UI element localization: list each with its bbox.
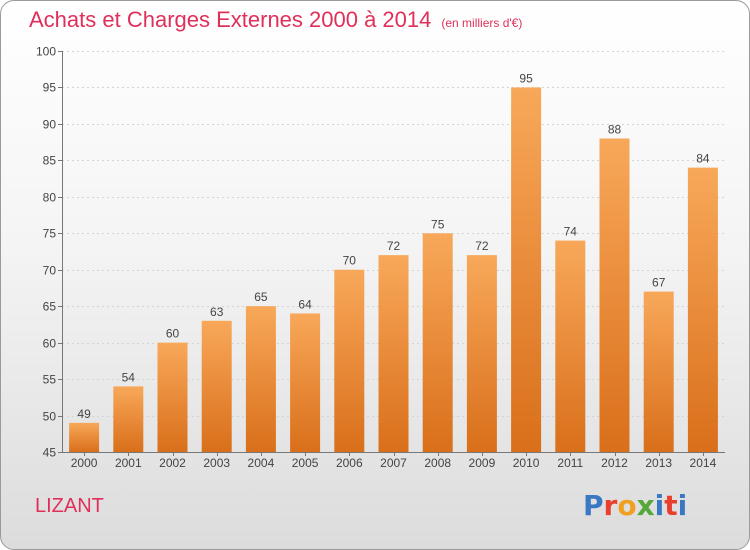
data-label: 67	[652, 276, 666, 290]
data-label: 49	[77, 407, 91, 421]
brand-letter: t	[664, 489, 678, 522]
y-tick-label: 70	[43, 264, 57, 278]
data-label: 54	[122, 370, 136, 384]
x-tick-label: 2009	[469, 456, 496, 470]
data-label: 75	[431, 217, 445, 231]
chart-title: Achats et Charges Externes 2000 à 2014 (e…	[29, 7, 522, 33]
x-tick-label: 2002	[159, 456, 186, 470]
data-label: 60	[166, 327, 180, 341]
proxiti-logo[interactable]: Proxiti	[583, 489, 687, 522]
chart-unit-label: (en milliers d'€)	[441, 16, 523, 30]
y-tick-label: 60	[43, 337, 57, 351]
x-tick-label: 2001	[115, 456, 142, 470]
x-tick-label: 2008	[424, 456, 451, 470]
x-tick-label: 2012	[601, 456, 628, 470]
y-tick-label: 75	[43, 227, 57, 241]
data-label: 84	[696, 152, 710, 166]
y-tick-label: 80	[43, 191, 57, 205]
x-tick-label: 2004	[248, 456, 275, 470]
bar	[422, 233, 453, 452]
data-label: 74	[564, 225, 578, 239]
y-tick-label: 95	[43, 81, 57, 95]
bar	[157, 342, 188, 452]
y-tick-label: 65	[43, 300, 57, 314]
y-tick-label: 45	[43, 446, 57, 460]
bar	[69, 422, 100, 452]
bar	[334, 269, 365, 452]
bar	[290, 313, 321, 452]
data-label: 95	[519, 71, 533, 85]
x-tick-labels: 2000 2001 2002 2003 2004 2005 2006 2007 2008 2009…	[71, 456, 717, 470]
data-label: 64	[298, 297, 312, 311]
bar	[687, 167, 718, 452]
x-tick-label: 2005	[292, 456, 319, 470]
bar	[555, 240, 586, 452]
x-tick-label: 2000	[71, 456, 98, 470]
data-label: 72	[475, 239, 489, 253]
x-tick-label: 2010	[513, 456, 540, 470]
y-tick-label: 50	[43, 410, 57, 424]
brand-letter: i	[677, 489, 688, 522]
brand-letter: x	[636, 489, 655, 522]
data-label: 63	[210, 305, 224, 319]
data-label: 65	[254, 290, 268, 304]
location-name: LIZANT	[35, 495, 104, 517]
y-tick-label: 90	[43, 118, 57, 132]
bar	[643, 291, 674, 452]
data-label: 72	[387, 239, 401, 253]
bar	[378, 255, 409, 452]
x-tick-label: 2006	[336, 456, 363, 470]
brand-letter: P	[583, 489, 604, 522]
y-tick-labels: 45 50 55 60 65 70 75 80 85 90 95 100	[36, 45, 56, 460]
x-tick-label: 2014	[690, 456, 717, 470]
y-tick-label: 85	[43, 154, 57, 168]
x-tick-label: 2003	[203, 456, 230, 470]
bar	[599, 138, 630, 452]
bar	[113, 386, 144, 452]
x-tick-label: 2007	[380, 456, 407, 470]
bars	[69, 87, 718, 453]
bar	[466, 255, 497, 452]
brand-letter: o	[617, 489, 637, 522]
bar	[511, 87, 542, 453]
data-label: 70	[343, 254, 357, 268]
data-label: 88	[608, 122, 622, 136]
axes	[58, 51, 725, 456]
bar	[201, 320, 232, 452]
brand-letter: i	[654, 489, 665, 522]
x-tick-label: 2013	[645, 456, 672, 470]
y-tick-label: 100	[36, 45, 56, 59]
brand-letter: r	[603, 489, 618, 522]
chart-title-text: Achats et Charges Externes 2000 à 2014	[29, 7, 432, 32]
bar	[245, 306, 276, 452]
y-tick-label: 55	[43, 373, 57, 387]
x-tick-label: 2011	[557, 456, 583, 470]
data-labels: 49 54 60 63 65 64 70 72 75 72 95 74 88 67 84	[77, 71, 709, 420]
